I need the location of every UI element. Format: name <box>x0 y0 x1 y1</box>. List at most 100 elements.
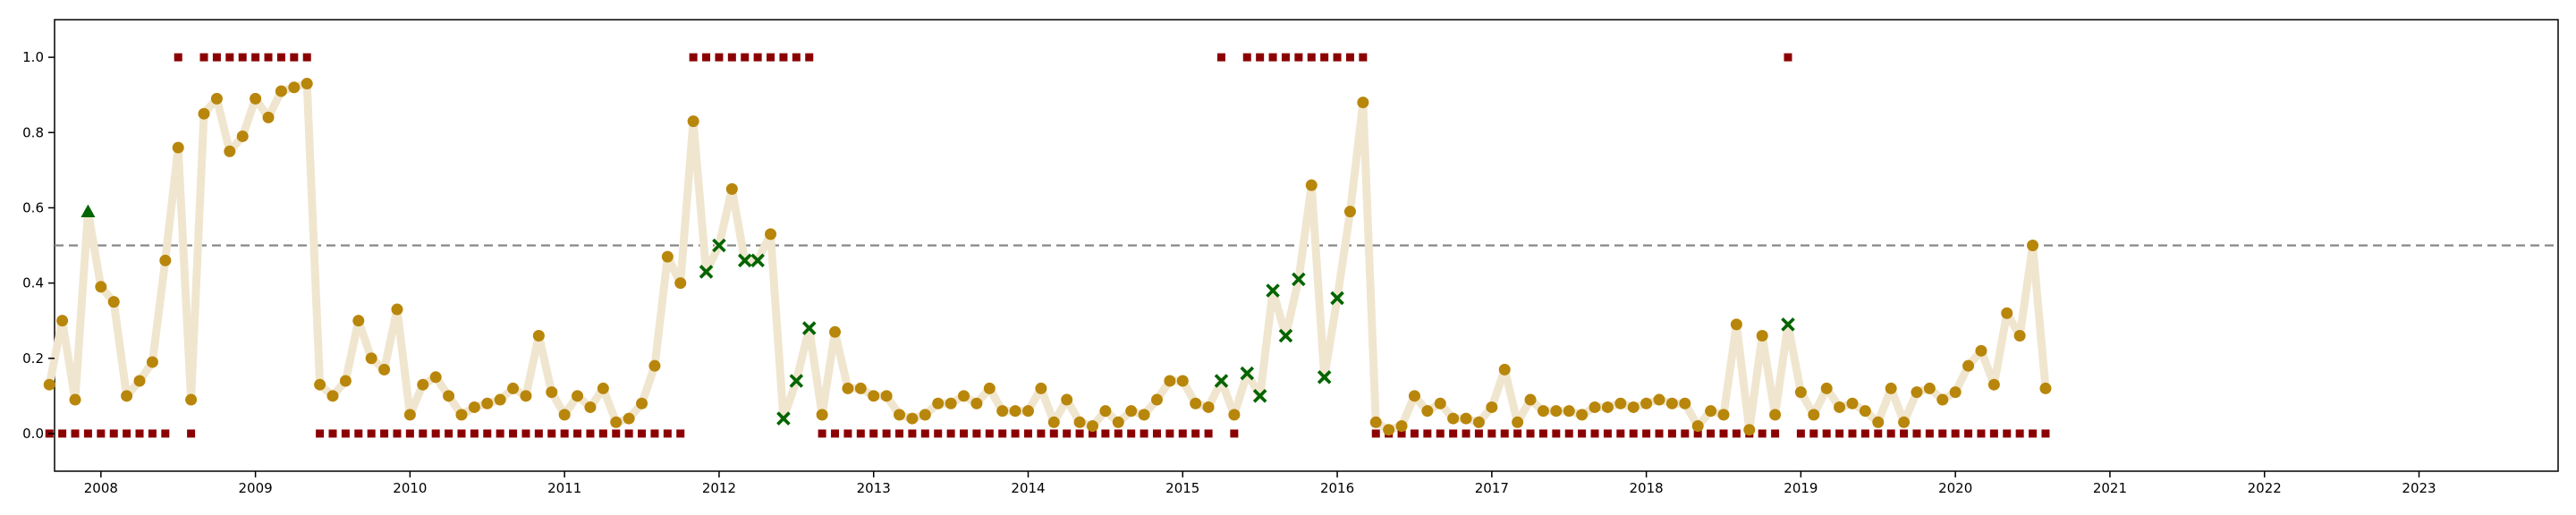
label-marker <box>1088 429 1097 438</box>
data-point <box>146 356 158 368</box>
label-marker <box>316 429 325 438</box>
label-marker <box>290 53 299 62</box>
data-point <box>894 409 906 421</box>
label-marker <box>380 429 389 438</box>
label-marker <box>1423 429 1432 438</box>
label-marker <box>1848 429 1857 438</box>
label-marker <box>560 429 569 438</box>
label-marker <box>354 429 363 438</box>
data-point <box>1679 397 1691 409</box>
data-point <box>1228 409 1241 421</box>
data-point <box>391 303 403 316</box>
data-point <box>2027 240 2039 251</box>
label-marker <box>663 429 672 438</box>
label-marker <box>1307 53 1316 62</box>
data-point <box>1022 405 1034 418</box>
data-point-cross <box>1317 370 1332 384</box>
data-point <box>1923 382 1936 394</box>
label-marker <box>882 429 891 438</box>
data-point <box>443 390 455 402</box>
label-marker <box>1655 429 1664 438</box>
label-marker <box>1771 429 1780 438</box>
label-marker <box>174 53 182 62</box>
data-point <box>919 409 931 421</box>
label-marker <box>624 429 633 438</box>
label-marker <box>1526 429 1535 438</box>
label-marker <box>1938 429 1947 438</box>
label-marker <box>856 429 865 438</box>
data-point <box>1756 330 1768 342</box>
data-point <box>1794 386 1807 399</box>
data-point <box>481 397 494 409</box>
label-marker <box>1900 429 1909 438</box>
label-marker <box>328 429 337 438</box>
data-point-cross <box>789 374 804 388</box>
data-point <box>1369 416 1382 428</box>
cross-stroke <box>776 411 791 426</box>
data-point <box>107 296 120 308</box>
data-point <box>1164 375 1176 387</box>
cross-stroke <box>712 238 726 253</box>
x-tick-label: 2018 <box>1630 480 1664 496</box>
label-marker <box>470 429 479 438</box>
y-tick-label: 0.4 <box>22 275 44 291</box>
label-marker <box>1707 429 1716 438</box>
cross-stroke <box>1252 389 1267 403</box>
label-marker <box>1101 429 1110 438</box>
label-marker <box>1796 429 1805 438</box>
label-marker <box>805 53 814 62</box>
label-marker <box>1410 429 1419 438</box>
x-tick-label: 2010 <box>393 480 427 496</box>
x-tick-label: 2016 <box>1320 480 1354 496</box>
data-point <box>1975 344 1987 357</box>
data-point <box>185 393 198 406</box>
label-marker <box>547 429 556 438</box>
cross-stroke <box>1240 366 1255 381</box>
label-marker <box>341 429 350 438</box>
label-marker <box>1977 429 1986 438</box>
label-marker <box>1951 429 1960 438</box>
label-marker <box>1603 429 1612 438</box>
x-tick-label: 2020 <box>1938 480 1972 496</box>
data-point <box>250 92 262 105</box>
label-marker <box>1024 429 1032 438</box>
data-point <box>198 107 210 120</box>
data-point <box>378 363 391 376</box>
data-point <box>1190 397 1202 409</box>
data-point <box>1447 412 1460 425</box>
label-marker <box>1474 429 1483 438</box>
label-marker <box>1538 429 1547 438</box>
label-marker <box>985 429 994 438</box>
data-point <box>1691 420 1704 432</box>
data-point-cross <box>712 238 726 253</box>
label-marker <box>1242 53 1251 62</box>
data-point <box>1717 409 1730 421</box>
data-point <box>365 352 377 365</box>
data-point <box>558 409 571 421</box>
cross-stroke <box>1317 370 1332 384</box>
data-point <box>584 401 597 413</box>
x-tick-label: 2011 <box>547 480 581 496</box>
label-marker <box>1345 53 1354 62</box>
label-marker <box>225 53 234 62</box>
label-marker <box>2015 429 2024 438</box>
x-tick-label: 2019 <box>1784 480 1818 496</box>
label-marker <box>393 429 402 438</box>
label-marker <box>1642 429 1651 438</box>
label-marker <box>1397 429 1406 438</box>
data-point <box>1486 401 1498 413</box>
data-point <box>1808 409 1820 421</box>
label-marker <box>367 429 376 438</box>
label-marker <box>534 429 543 438</box>
label-marker <box>58 429 67 438</box>
label-marker <box>792 53 801 62</box>
data-point <box>210 92 223 105</box>
label-marker <box>2003 429 2012 438</box>
data-point <box>1112 416 1124 428</box>
x-axis: 2008 2009 2010 2011 2012 2013 2014 2015 2016 2017… <box>84 471 2436 496</box>
label-marker <box>1268 53 1277 62</box>
label-marker <box>1629 429 1638 438</box>
data-point <box>945 397 957 409</box>
data-point <box>1769 409 1782 421</box>
data-point <box>868 390 880 402</box>
